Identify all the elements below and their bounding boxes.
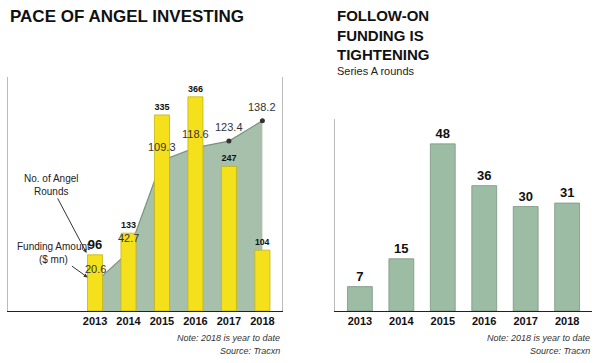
svg-text:PACE OF ANGEL INVESTING: PACE OF ANGEL INVESTING — [10, 7, 244, 26]
svg-text:FOLLOW-ONFUNDING ISTIGHTENING: FOLLOW-ONFUNDING ISTIGHTENING — [337, 7, 430, 63]
svg-text:2014: 2014 — [116, 315, 141, 327]
svg-text:2016: 2016 — [183, 315, 207, 327]
svg-text:96: 96 — [88, 237, 102, 252]
svg-text:2017: 2017 — [217, 315, 241, 327]
svg-text:30: 30 — [518, 189, 532, 204]
svg-text:Funding Amount($ mn): Funding Amount($ mn) — [17, 241, 90, 265]
svg-text:Source: Tracxn: Source: Tracxn — [220, 346, 280, 356]
svg-text:Note: 2018 is year to date: Note: 2018 is year to date — [177, 333, 280, 343]
svg-text:2015: 2015 — [431, 315, 455, 327]
svg-text:7: 7 — [356, 269, 363, 284]
svg-text:42.7: 42.7 — [118, 232, 139, 244]
svg-text:118.6: 118.6 — [182, 128, 209, 140]
svg-text:138.2: 138.2 — [248, 101, 276, 113]
svg-text:2013: 2013 — [83, 315, 107, 327]
svg-text:2013: 2013 — [348, 315, 372, 327]
svg-text:335: 335 — [154, 102, 169, 112]
svg-text:366: 366 — [188, 84, 203, 94]
svg-text:2014: 2014 — [389, 315, 414, 327]
svg-text:2018: 2018 — [555, 315, 579, 327]
svg-text:109.3: 109.3 — [148, 141, 176, 153]
svg-text:No. of AngelRounds: No. of AngelRounds — [24, 173, 78, 197]
svg-text:36: 36 — [477, 168, 491, 183]
svg-text:Series A rounds: Series A rounds — [337, 65, 415, 77]
svg-text:247: 247 — [221, 153, 236, 163]
svg-text:123.4: 123.4 — [215, 121, 243, 133]
svg-text:133: 133 — [121, 220, 136, 230]
svg-text:15: 15 — [394, 241, 408, 256]
svg-text:2016: 2016 — [472, 315, 496, 327]
svg-text:20.6: 20.6 — [85, 263, 106, 275]
svg-text:Note: 2018 is year to date: Note: 2018 is year to date — [487, 333, 590, 343]
svg-text:104: 104 — [255, 237, 270, 247]
svg-text:2015: 2015 — [150, 315, 174, 327]
svg-text:2017: 2017 — [513, 315, 537, 327]
svg-text:48: 48 — [436, 126, 450, 141]
svg-text:2018: 2018 — [250, 315, 274, 327]
svg-text:31: 31 — [560, 185, 574, 200]
svg-text:Source: Tracxn: Source: Tracxn — [530, 346, 590, 356]
